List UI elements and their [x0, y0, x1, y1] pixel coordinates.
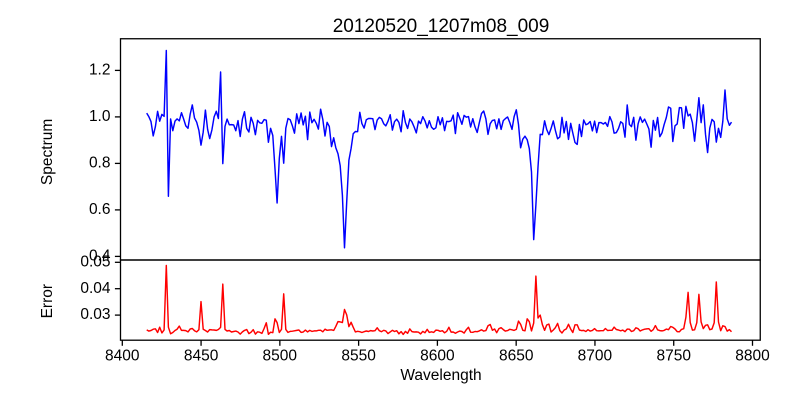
svg-text:8450: 8450 [184, 347, 219, 364]
svg-text:Error: Error [39, 284, 56, 318]
svg-text:1.2: 1.2 [89, 62, 111, 79]
svg-text:0.03: 0.03 [80, 306, 110, 323]
svg-text:0.4: 0.4 [89, 248, 111, 265]
svg-text:8650: 8650 [499, 347, 534, 364]
svg-text:8600: 8600 [420, 347, 455, 364]
svg-text:8700: 8700 [578, 347, 613, 364]
svg-text:8750: 8750 [656, 347, 691, 364]
svg-text:0.6: 0.6 [89, 201, 111, 218]
svg-text:8500: 8500 [263, 347, 298, 364]
svg-text:8550: 8550 [341, 347, 376, 364]
svg-text:0.8: 0.8 [89, 155, 111, 172]
svg-text:0.05: 0.05 [80, 253, 110, 270]
svg-text:0.04: 0.04 [80, 280, 111, 297]
svg-text:8800: 8800 [735, 347, 770, 364]
svg-text:1.0: 1.0 [89, 108, 111, 125]
svg-text:Wavelength: Wavelength [400, 367, 481, 384]
svg-text:8400: 8400 [105, 347, 140, 364]
svg-text:Spectrum: Spectrum [39, 119, 56, 185]
svg-text:20120520_1207m08_009: 20120520_1207m08_009 [333, 16, 550, 37]
